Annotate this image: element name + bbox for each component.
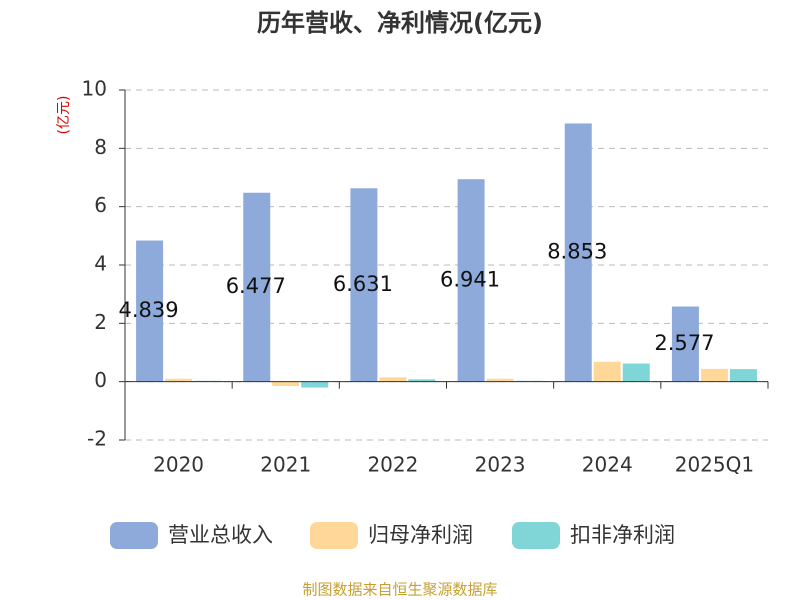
data-label: 2.577 (654, 331, 714, 355)
y-tick-label: 4 (94, 252, 107, 276)
legend-label: 营业总收入 (168, 523, 273, 547)
data-label: 6.941 (440, 267, 500, 291)
bar (301, 381, 329, 388)
y-axis-label: (亿元) (56, 96, 72, 135)
bar (136, 240, 164, 382)
bar (165, 378, 193, 382)
x-tick-label: 2020 (153, 453, 204, 477)
data-label: 6.631 (333, 272, 393, 296)
legend-swatch (110, 522, 158, 549)
chart-title: 历年营收、净利情况(亿元) (257, 9, 543, 37)
bar (564, 123, 592, 382)
bar (729, 369, 757, 382)
x-tick-label: 2024 (582, 453, 633, 477)
legend-label: 归母净利润 (368, 523, 473, 547)
data-label: 4.839 (119, 298, 179, 322)
bar (593, 361, 621, 382)
legend-swatch (512, 522, 560, 549)
bar (350, 188, 378, 382)
y-tick-label: 6 (94, 193, 107, 217)
source-note: 制图数据来自恒生聚源数据库 (302, 581, 497, 599)
x-tick-label: 2021 (260, 453, 311, 477)
bar (486, 378, 514, 382)
y-tick-label: 2 (94, 310, 107, 334)
data-label: 8.853 (547, 240, 607, 264)
y-tick-label: 0 (94, 368, 107, 392)
bar (379, 377, 407, 382)
bar (457, 179, 485, 382)
y-tick-label: 10 (82, 77, 107, 101)
bar (408, 379, 436, 382)
y-tick-label: 8 (94, 135, 107, 159)
x-tick-label: 2023 (475, 453, 526, 477)
bar (243, 192, 271, 382)
data-label: 6.477 (226, 274, 286, 298)
bar (671, 306, 699, 382)
x-tick-label: 2022 (367, 453, 418, 477)
legend-swatch (310, 522, 358, 549)
bar (700, 368, 728, 382)
bar (272, 381, 300, 387)
legend-label: 扣非净利润 (570, 523, 675, 547)
x-tick-label: 2025Q1 (675, 453, 754, 477)
bar (622, 363, 650, 382)
y-tick-label: -2 (87, 427, 107, 451)
